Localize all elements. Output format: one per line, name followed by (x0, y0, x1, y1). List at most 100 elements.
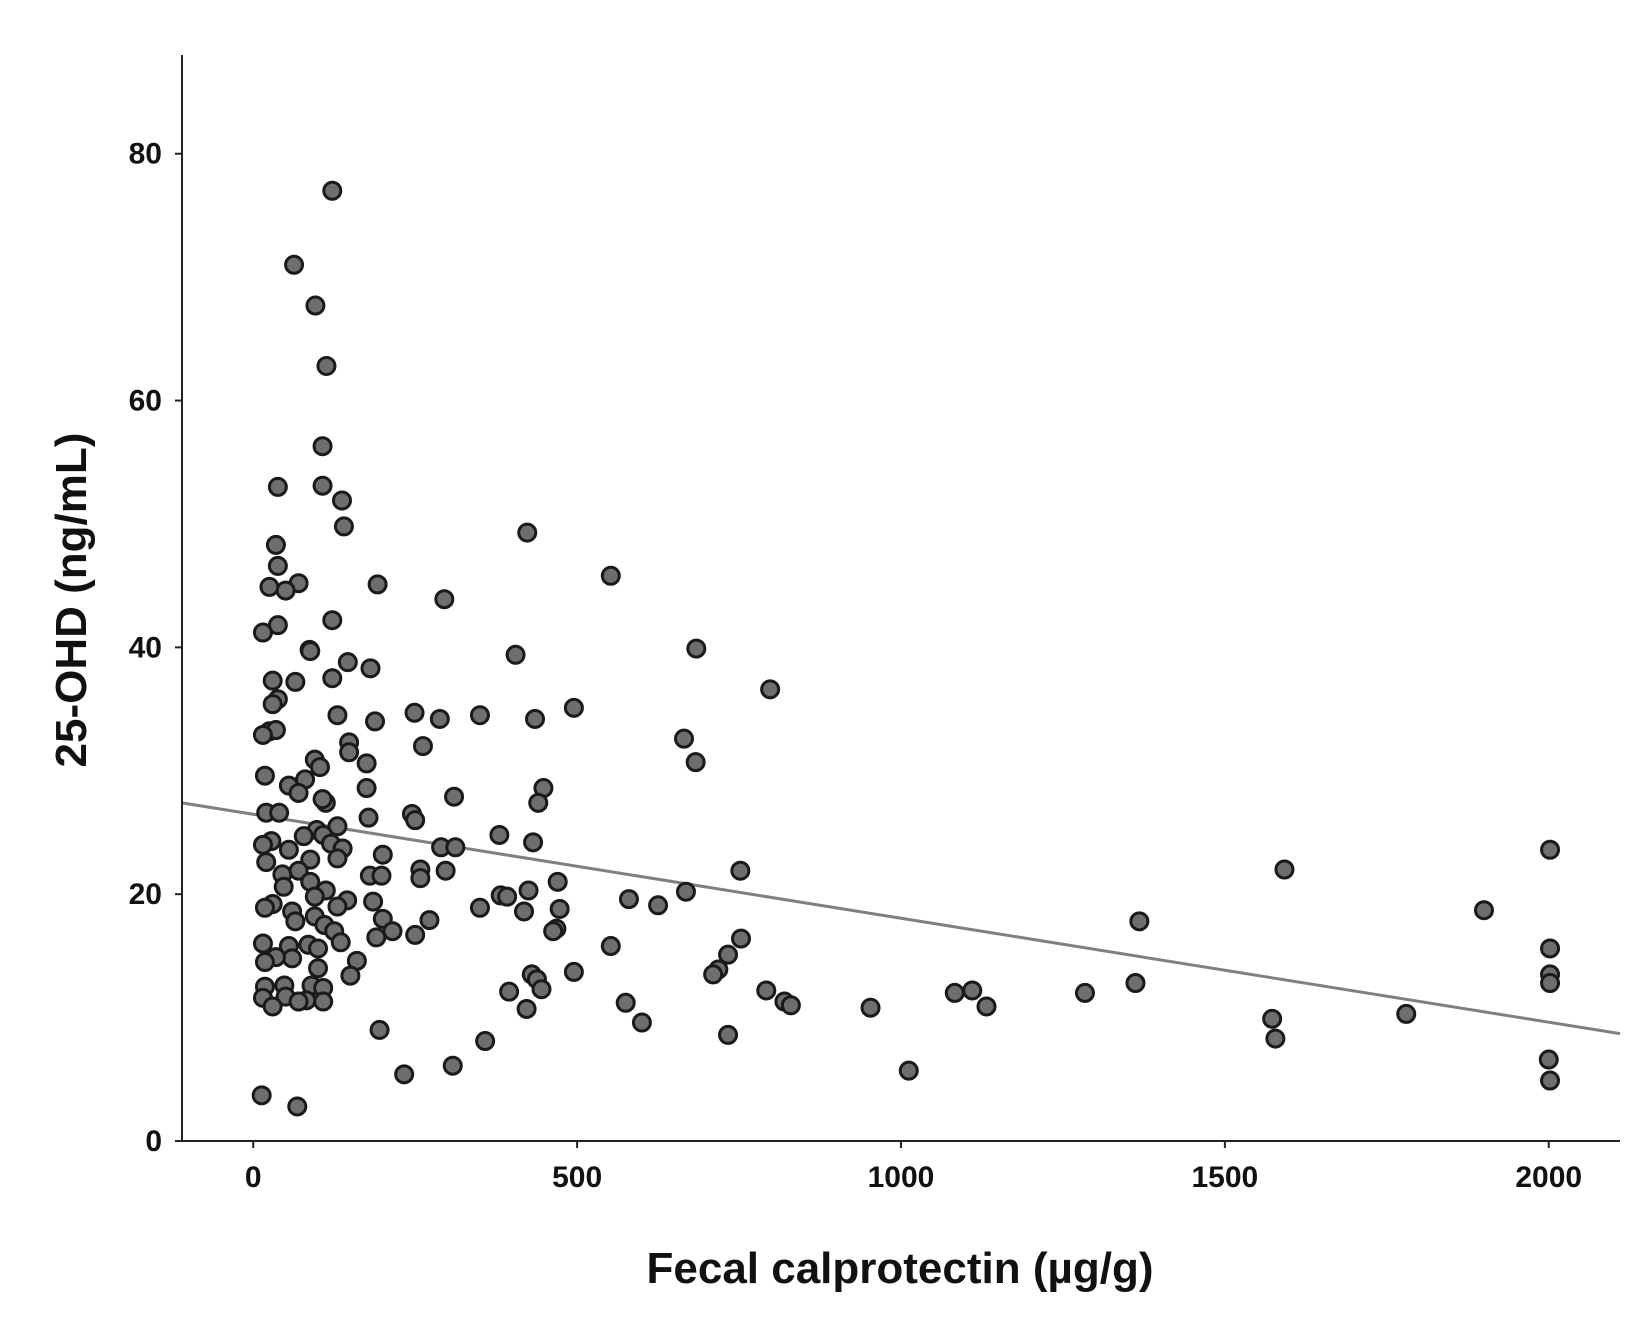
data-point (322, 668, 343, 689)
data-point (442, 1055, 463, 1076)
data-point (1129, 911, 1150, 932)
data-point (262, 694, 283, 715)
data-point (563, 697, 584, 718)
data-point (675, 881, 696, 902)
data-point (523, 832, 544, 853)
data-point (313, 991, 334, 1012)
data-point (615, 992, 636, 1013)
data-point (327, 816, 348, 837)
data-point (312, 475, 333, 496)
data-point (444, 786, 465, 807)
data-point (356, 753, 377, 774)
data-point (252, 724, 273, 745)
x-tick-label: 1000 (868, 1161, 935, 1194)
axes-layer: 0 500 1000 1500 2000 0 20 40 60 80 (129, 55, 1620, 1194)
data-point (600, 936, 621, 957)
y-tick-label: 20 (129, 878, 162, 911)
data-point (305, 295, 326, 316)
data-point (322, 180, 343, 201)
data-point (312, 789, 333, 810)
data-point (731, 928, 752, 949)
data-point (405, 924, 426, 945)
data-point (288, 991, 309, 1012)
data-point (273, 876, 294, 897)
data-point (309, 757, 330, 778)
data-point (703, 964, 724, 985)
data-point (514, 901, 535, 922)
data-point (718, 1024, 739, 1045)
data-point (685, 752, 706, 773)
data-point (1540, 938, 1561, 959)
data-point (382, 921, 403, 942)
data-point (367, 574, 388, 595)
data-point (327, 705, 348, 726)
data-point (780, 995, 801, 1016)
data-point (316, 355, 337, 376)
data-point (365, 711, 386, 732)
data-point (340, 965, 361, 986)
data-points-layer (251, 180, 1561, 1117)
data-point (251, 1085, 272, 1106)
data-point (1125, 973, 1146, 994)
data-point (1473, 900, 1494, 921)
data-point (339, 742, 360, 763)
data-point (371, 865, 392, 886)
y-tick-label: 0 (145, 1125, 162, 1158)
data-point (372, 844, 393, 865)
data-point (288, 860, 309, 881)
data-point (860, 997, 881, 1018)
data-point (252, 933, 273, 954)
data-point (563, 961, 584, 982)
data-point (435, 860, 456, 881)
data-point (285, 671, 306, 692)
data-point (366, 927, 387, 948)
data-point (429, 708, 450, 729)
data-point (405, 810, 426, 831)
data-point (252, 834, 273, 855)
y-tick-label: 40 (129, 631, 162, 664)
data-point (497, 886, 518, 907)
data-point (358, 807, 379, 828)
data-point (1540, 1070, 1561, 1091)
data-point (543, 921, 564, 942)
y-axis-title: 25-OHD (ng/mL) (47, 433, 96, 768)
data-point (356, 778, 377, 799)
data-point (686, 638, 707, 659)
data-point (275, 580, 296, 601)
y-tick-label: 60 (129, 385, 162, 418)
data-point (284, 254, 305, 275)
data-point (1274, 859, 1295, 880)
data-point (898, 1060, 919, 1081)
data-point (419, 910, 440, 931)
data-point (333, 516, 354, 537)
data-point (369, 1019, 390, 1040)
data-point (300, 641, 321, 662)
data-point (394, 1064, 415, 1085)
data-point (489, 824, 510, 845)
data-point (412, 736, 433, 757)
data-point (254, 897, 275, 918)
data-point (674, 728, 695, 749)
data-point (1540, 973, 1561, 994)
data-point (475, 1031, 496, 1052)
data-point (531, 979, 552, 1000)
data-point (254, 765, 275, 786)
axis-labels-layer: Fecal calprotectin (µg/g) 25-OHD (ng/mL) (47, 433, 1154, 1293)
data-point (516, 998, 537, 1019)
data-point (269, 802, 290, 823)
data-point (631, 1012, 652, 1033)
data-point (469, 705, 490, 726)
fit-line-layer (181, 801, 1621, 1036)
x-tick-label: 500 (552, 1161, 602, 1194)
data-point (360, 658, 381, 679)
data-point (518, 880, 539, 901)
data-point (756, 980, 777, 1001)
data-point (337, 652, 358, 673)
data-point (300, 849, 321, 870)
data-point (618, 889, 639, 910)
data-point (322, 610, 343, 631)
data-point (976, 996, 997, 1017)
data-point (600, 565, 621, 586)
data-point (517, 522, 538, 543)
